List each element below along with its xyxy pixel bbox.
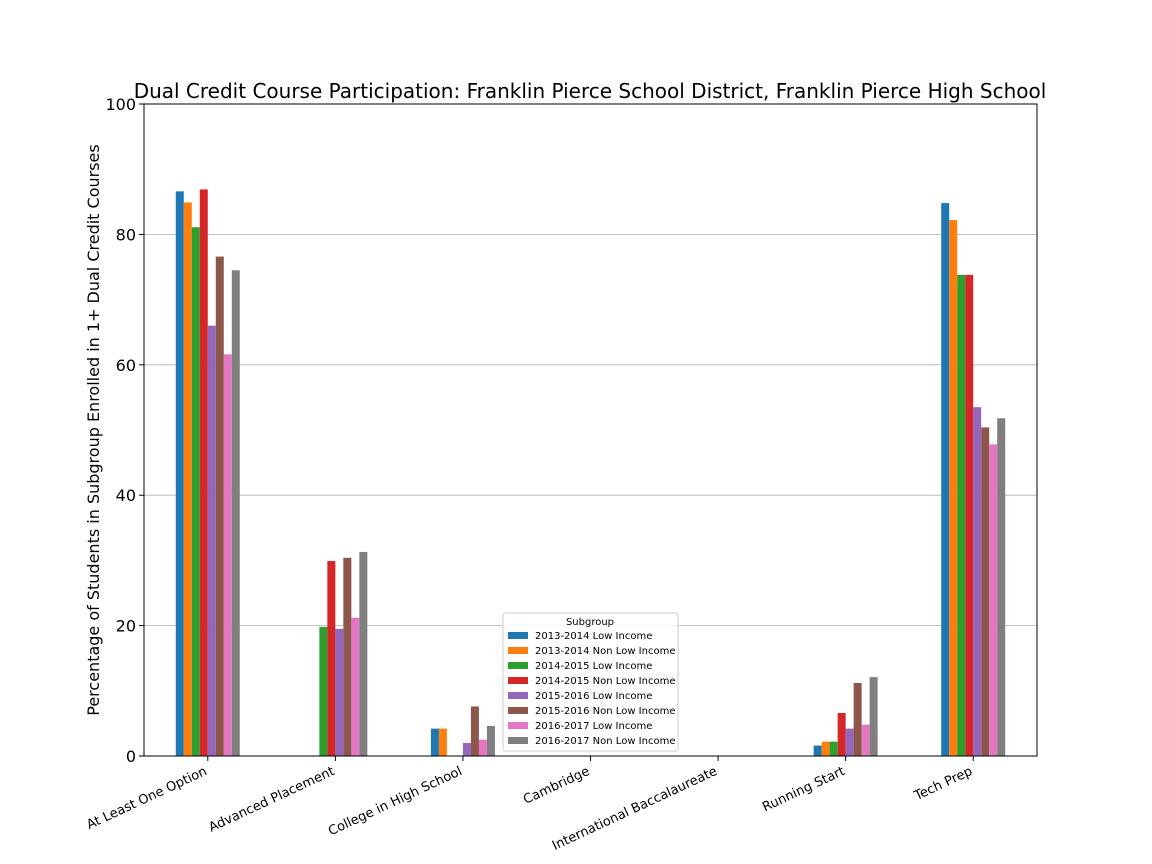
bar — [813, 745, 822, 756]
legend-label: 2014-2015 Non Low Income — [535, 676, 675, 687]
bar — [191, 227, 200, 756]
bar — [207, 325, 216, 756]
legend-label: 2015-2016 Low Income — [535, 691, 652, 702]
legend-label: 2013-2014 Non Low Income — [535, 646, 675, 657]
legend-label: 2016-2017 Low Income — [535, 721, 652, 732]
legend-title: Subgroup — [566, 617, 614, 628]
x-tick-label: Cambridge — [521, 764, 592, 808]
bar — [183, 202, 192, 756]
bar — [327, 561, 336, 756]
y-axis-ticks: 0 20 40 60 80 100 — [105, 95, 144, 766]
bar — [853, 682, 862, 756]
bar — [837, 712, 846, 756]
bar — [973, 407, 982, 756]
y-tick-label: 80 — [116, 225, 136, 244]
y-tick-label: 0 — [126, 747, 136, 766]
bar — [351, 617, 360, 756]
bar — [965, 274, 974, 756]
bar — [462, 742, 471, 756]
y-tick-label: 60 — [116, 356, 136, 375]
legend-label: 2015-2016 Non Low Income — [535, 706, 675, 717]
bar — [215, 256, 224, 756]
legend-label: 2016-2017 Non Low Income — [535, 736, 675, 747]
bar — [997, 418, 1006, 756]
bar — [486, 726, 495, 756]
x-tick-label: At Least One Option — [85, 764, 210, 833]
bar — [175, 191, 184, 757]
bar — [359, 551, 368, 756]
legend: Subgroup 2013-2014 Low Income 2013-2014 N… — [502, 612, 679, 752]
y-tick-label: 40 — [116, 486, 136, 505]
bar — [861, 724, 870, 756]
legend-swatch — [508, 737, 528, 744]
bar — [941, 203, 950, 756]
legend-swatch — [508, 632, 528, 639]
x-tick-label: Tech Prep — [911, 764, 975, 804]
x-tick-label: Advanced Placement — [207, 764, 337, 835]
bar — [199, 189, 208, 757]
bar — [989, 444, 998, 756]
legend-box — [502, 612, 679, 752]
legend-swatch — [508, 662, 528, 669]
legend-label: 2013-2014 Low Income — [535, 631, 652, 642]
bar — [335, 628, 344, 756]
bar — [470, 706, 479, 756]
legend-swatch — [508, 677, 528, 684]
x-tick-label: College in High School — [326, 764, 464, 839]
bar — [821, 741, 830, 756]
bar — [957, 274, 966, 756]
bar — [829, 741, 838, 756]
legend-swatch — [508, 707, 528, 714]
y-axis-label: Percentage of Students in Subgroup Enrol… — [84, 144, 103, 715]
x-tick-label: Running Start — [760, 764, 847, 815]
bar — [319, 626, 328, 756]
bar — [438, 728, 447, 756]
bar — [869, 677, 878, 756]
legend-swatch — [508, 647, 528, 654]
legend-label: 2014-2015 Low Income — [535, 661, 652, 672]
legend-swatch — [508, 722, 528, 729]
bar — [430, 728, 439, 756]
bar — [478, 739, 487, 756]
y-tick-label: 100 — [105, 95, 136, 114]
bar — [231, 270, 240, 756]
bar — [845, 728, 854, 756]
bars — [175, 189, 1006, 757]
bar — [223, 354, 232, 756]
legend-swatch — [508, 692, 528, 699]
y-tick-label: 20 — [116, 617, 136, 636]
bar — [981, 427, 990, 756]
chart-title: Dual Credit Course Participation: Frankl… — [134, 79, 1047, 103]
bar — [343, 557, 352, 756]
bar — [949, 220, 958, 756]
